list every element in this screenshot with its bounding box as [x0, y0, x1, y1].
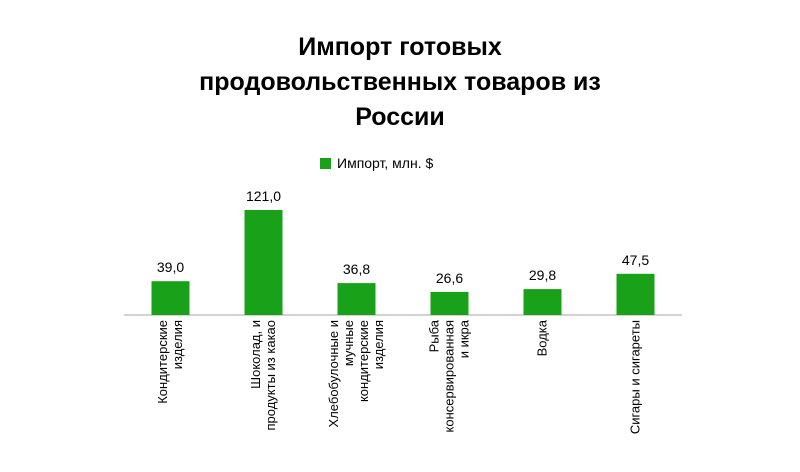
tick-label-2-line-0: Хлебобулочные и — [326, 320, 341, 427]
tick-label-0: Кондитерскиеизделия — [155, 320, 185, 404]
bar-1 — [244, 210, 283, 315]
tick-label-1-line-1: продукты из какао — [263, 320, 278, 431]
bar-3 — [430, 291, 469, 315]
bar-2 — [337, 283, 376, 315]
tick-label-4-line-0: Водка — [535, 319, 550, 356]
tick-label-3-line-2: и икра — [457, 319, 472, 358]
legend-swatch — [320, 157, 331, 169]
tick-label-2-line-1: мучные — [341, 320, 356, 366]
tick-label-1: Шоколад, ипродукты из какао — [248, 320, 278, 431]
tick-label-5: Сигары и сигареты — [628, 320, 643, 434]
bar-0 — [151, 281, 190, 315]
legend-label: Импорт, млн. $ — [337, 155, 434, 171]
data-label-0: 39,0 — [157, 259, 184, 275]
tick-label-3-line-0: Рыба — [427, 319, 442, 352]
tick-label-0-line-0: Кондитерские — [155, 320, 170, 404]
tick-label-2: Хлебобулочные имучныекондитерскиеизделия — [326, 320, 386, 427]
data-label-2: 36,8 — [343, 261, 370, 277]
bar-5 — [616, 273, 655, 315]
tick-label-1-line-0: Шоколад, и — [248, 320, 263, 389]
chart-title: Импорт готовых продовольственных товаров… — [150, 30, 650, 135]
tick-label-3-line-1: консервированная — [442, 320, 457, 432]
chart-title-line-1: Импорт готовых — [298, 33, 502, 61]
bar-4 — [523, 289, 562, 315]
tick-label-4: Водка — [535, 319, 550, 356]
tick-label-3: Рыбаконсервированнаяи икра — [427, 319, 472, 432]
chart-title-line-3: России — [355, 103, 445, 131]
chart-title-line-2: продовольственных товаров из — [199, 68, 601, 96]
tick-label-2-line-3: изделия — [371, 320, 386, 369]
tick-label-0-line-1: изделия — [170, 320, 185, 369]
tick-label-5-line-0: Сигары и сигареты — [628, 320, 643, 434]
chart-legend: Импорт, млн. $ — [320, 153, 433, 173]
tick-label-2-line-2: кондитерские — [356, 320, 371, 402]
data-label-5: 47,5 — [622, 252, 649, 268]
data-label-3: 26,6 — [436, 270, 463, 286]
data-label-1: 121,0 — [246, 188, 281, 204]
data-label-4: 29,8 — [529, 267, 556, 283]
